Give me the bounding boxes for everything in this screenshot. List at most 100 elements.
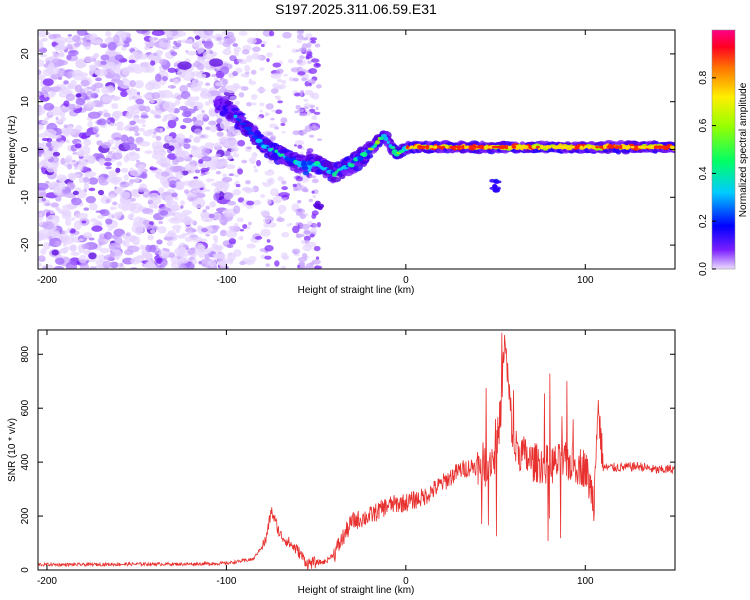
spectrogram-noise-blob: [302, 186, 308, 192]
spectrogram-noise-blob: [255, 235, 263, 240]
spectrogram-noise-blob: [140, 114, 149, 119]
spectrogram-noise-blob: [183, 138, 189, 143]
spectrogram-noise-blob: [161, 76, 168, 82]
spectrogram-noise-blob: [53, 265, 65, 269]
spectrogram-noise-blob: [281, 180, 287, 185]
spectrogram-xtick-label: 0: [403, 275, 409, 286]
spectrogram-ridge-core: [389, 145, 396, 150]
spectrogram-noise-blob: [248, 221, 252, 226]
snr-panel: -200 -100 0 100 0 200 400 600 800 Height of str…: [7, 329, 676, 596]
spectrogram-noise-blob: [75, 60, 86, 69]
spectrogram-noise-blob: [235, 183, 241, 188]
spectrogram-noise-blob: [75, 151, 80, 155]
spectrogram-noise-blob: [73, 166, 79, 171]
spectrogram-noise-blob: [83, 55, 93, 63]
spectrogram-noise-blob: [246, 54, 253, 63]
spectrogram-noise-blob: [128, 236, 137, 242]
spectrogram-noise-blob: [226, 31, 235, 38]
spectrogram-noise-blob: [196, 46, 205, 54]
spectrogram-noise-blob: [256, 116, 262, 120]
spectrogram-noise-blob: [280, 117, 288, 124]
spectrogram-ridge-peak: [603, 145, 607, 150]
spectrogram-noise-blob: [211, 51, 218, 57]
spectrogram-noise-blob: [111, 103, 119, 110]
spectrogram-noise-blob: [247, 39, 254, 43]
spectrogram-noise-blob: [194, 169, 201, 174]
spectrogram-ridge-peak: [622, 145, 628, 150]
spectrogram-noise-blob: [171, 217, 179, 222]
spectrogram-noise-blob: [204, 101, 211, 106]
spectrogram-ridge-peak: [437, 145, 442, 149]
spectrogram-noise-blob: [141, 249, 149, 257]
spectrogram-noise-blob: [78, 132, 87, 139]
spectrogram-noise-blob: [157, 187, 165, 194]
spectrogram-noise-blob: [149, 244, 157, 253]
spectrogram-noise-blob: [234, 100, 241, 106]
spectrogram-ridge-peak: [491, 145, 498, 149]
spectrogram-noise-blob: [311, 124, 316, 129]
spectrogram-noise-blob: [119, 191, 131, 200]
spectrogram-noise-blob: [299, 55, 305, 60]
spectrogram-ridge-peak: [409, 145, 414, 149]
spectrogram-noise-blob: [63, 209, 72, 217]
spectrogram-noise-blob: [282, 255, 290, 261]
spectrogram-noise-blob: [108, 61, 115, 67]
spectrogram-noise-blob: [162, 101, 175, 111]
spectrogram-noise-blob: [311, 190, 315, 194]
spectrogram-ridge-peak: [425, 144, 430, 150]
spectrogram-ridge-peak: [554, 145, 561, 150]
spectrogram-ridge-peak: [627, 145, 631, 150]
spectrogram-noise-blob: [314, 265, 323, 269]
spectrogram-noise-blob: [144, 65, 155, 73]
spectrogram-noise-blob: [89, 202, 98, 211]
spectrogram-noise-blob: [179, 84, 188, 93]
spectrogram-noise-blob: [83, 139, 92, 147]
spectrogram-noise-blob: [40, 248, 47, 255]
spectrogram-noise-blob: [86, 91, 93, 96]
spectrogram-noise-blob: [202, 209, 207, 213]
spectrogram-ridge-core: [383, 136, 389, 142]
spectrogram-noise-blob: [72, 159, 76, 163]
spectrogram-noise-blob: [160, 260, 168, 267]
spectrogram-noise-blob: [87, 250, 92, 254]
spectrogram-noise-blob: [129, 120, 136, 126]
spectrogram-noise-blob: [213, 192, 220, 201]
spectrogram-noise-blob: [222, 78, 228, 86]
spectrogram-noise-blob: [156, 168, 163, 171]
spectrogram-noise-blob: [280, 122, 286, 127]
spectrogram-noise-blob: [136, 53, 149, 60]
spectrogram-noise-blob: [69, 232, 75, 238]
spectrogram-ridge-core: [332, 172, 337, 177]
spectrogram-noise-blob: [297, 71, 306, 76]
spectrogram-noise-blob: [156, 172, 161, 176]
snr-xtick-label: 100: [577, 576, 594, 587]
spectrogram-noise-blob: [136, 30, 148, 34]
spectrogram-noise-blob: [222, 173, 228, 178]
snr-ytick-label: 400: [20, 453, 31, 470]
spectrogram-noise-blob: [203, 40, 214, 49]
spectrogram-noise-blob: [106, 85, 115, 94]
spectrogram-noise-blob: [194, 35, 201, 40]
spectrogram-noise-blob: [296, 39, 303, 44]
spectrogram-noise-blob: [148, 212, 153, 216]
spectrogram-noise-blob: [119, 181, 130, 188]
spectrogram-noise-blob: [128, 126, 136, 132]
spectrogram-noise-blob: [44, 117, 50, 120]
spectrogram-noise-blob: [63, 100, 70, 108]
spectrogram-noise-blob: [270, 72, 282, 79]
spectrogram-noise-blob: [294, 140, 305, 146]
spectrogram-noise-blob: [38, 255, 46, 262]
spectrogram-noise-blob: [143, 93, 154, 99]
spectrogram-noise-blob: [168, 180, 178, 189]
spectrogram-noise-blob: [86, 101, 96, 108]
spectrogram-noise-blob: [294, 92, 301, 97]
spectrogram-noise-blob: [149, 36, 155, 42]
spectrogram-noise-blob: [122, 240, 130, 247]
spectrogram-noise-blob: [133, 125, 139, 133]
spectrogram-noise-blob: [246, 200, 255, 206]
spectrogram-xtick-label: -200: [37, 275, 57, 286]
spectrogram-noise-blob: [233, 174, 240, 178]
spectrogram-x-axis: -200 -100 0 100: [37, 30, 594, 286]
spectrogram-noise-blob: [127, 214, 134, 220]
